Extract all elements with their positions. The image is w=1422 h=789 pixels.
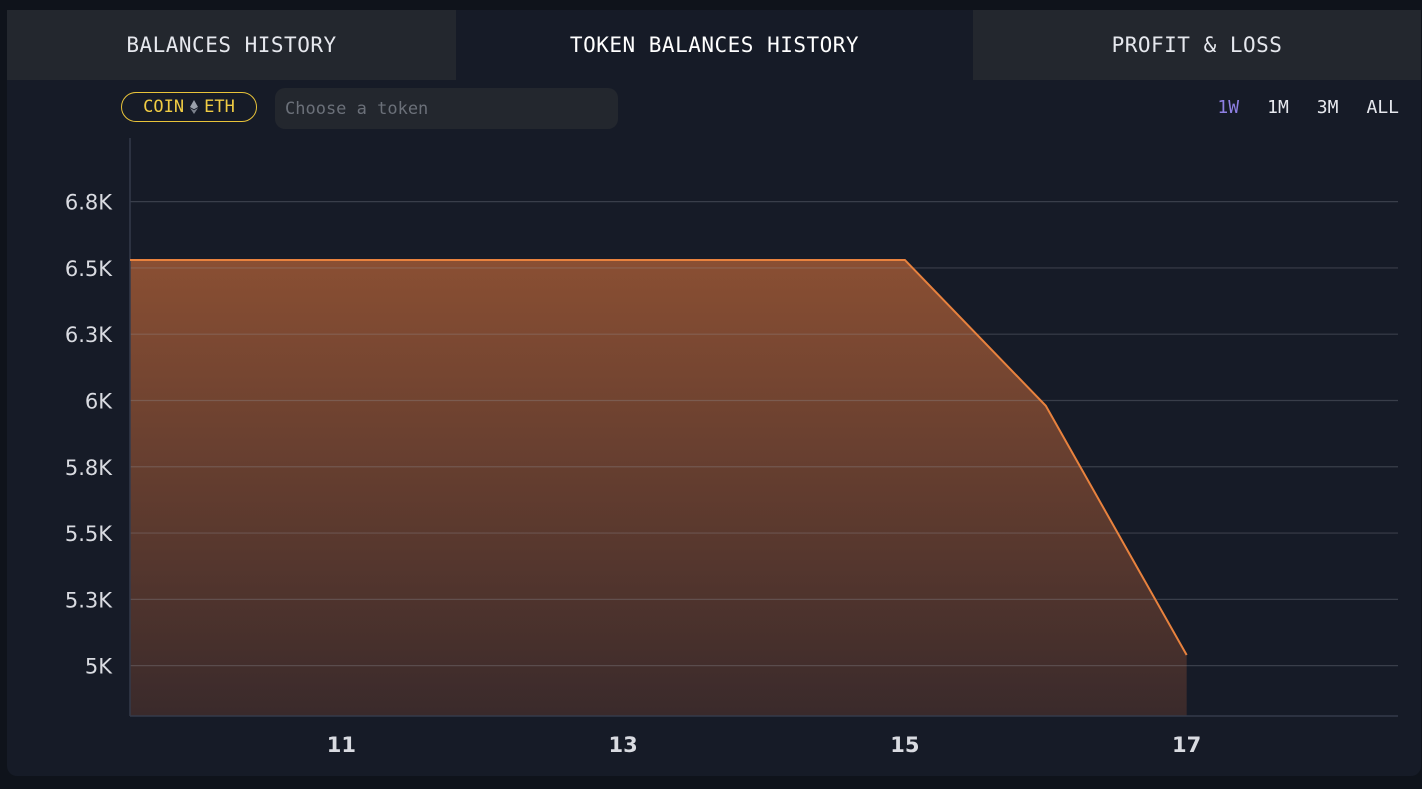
x-tick-label: 15 — [890, 733, 919, 757]
range-1w[interactable]: 1W — [1217, 97, 1240, 118]
y-tick-label: 5K — [85, 655, 113, 679]
y-tick-label: 6.5K — [65, 257, 113, 281]
coin-label: COIN — [143, 97, 185, 117]
coin-filter-badge[interactable]: COIN ETH — [121, 92, 257, 122]
y-tick-label: 5.3K — [65, 588, 113, 612]
series-line — [130, 258, 1188, 656]
ethereum-icon — [190, 100, 199, 114]
tab-bar: BALANCES HISTORY TOKEN BALANCES HISTORY … — [7, 10, 1421, 80]
area-fill — [130, 259, 1187, 716]
y-tick-label: 6.8K — [65, 191, 113, 215]
y-tick-label: 5.5K — [65, 522, 113, 546]
time-range-selector: 1W 1M 3M ALL — [1217, 96, 1399, 120]
x-tick-label: 17 — [1172, 733, 1201, 757]
range-3m[interactable]: 3M — [1316, 97, 1339, 118]
tab-balances-history[interactable]: BALANCES HISTORY — [7, 10, 456, 80]
range-1m[interactable]: 1M — [1267, 97, 1289, 118]
tab-profit-loss[interactable]: PROFIT & LOSS — [973, 10, 1421, 80]
y-tick-label: 6.3K — [65, 323, 113, 347]
x-tick-label: 13 — [608, 733, 637, 757]
x-tick-label: 11 — [327, 733, 356, 757]
y-tick-label: 5.8K — [65, 456, 113, 480]
token-search-input[interactable] — [275, 88, 618, 129]
eth-label: ETH — [204, 97, 235, 117]
range-all[interactable]: ALL — [1366, 97, 1399, 118]
y-tick-label: 6K — [85, 389, 113, 413]
tab-token-balances-history[interactable]: TOKEN BALANCES HISTORY — [456, 10, 973, 80]
